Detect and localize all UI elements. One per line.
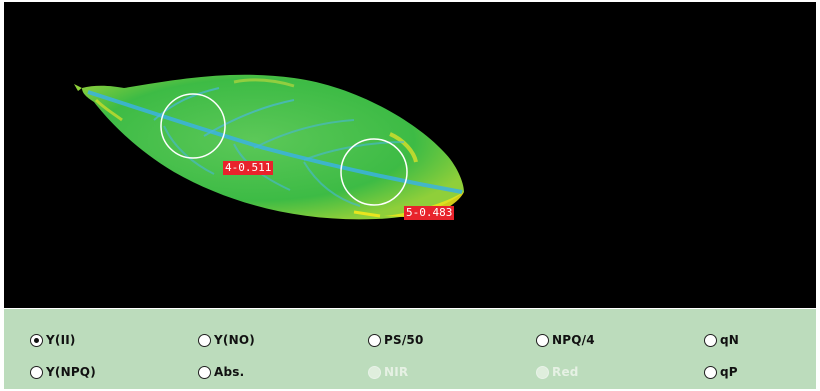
aoi-circle-2[interactable] [340, 138, 408, 206]
radio-label: Abs. [214, 365, 245, 379]
radio-red: Red [536, 362, 579, 382]
radio-button-icon[interactable] [198, 333, 211, 347]
radio-button-icon[interactable] [30, 365, 43, 379]
fluorescence-image-viewer[interactable]: 4-0.511 5-0.483 [4, 2, 816, 308]
leaf-image [74, 74, 464, 220]
leaf-shape [82, 74, 464, 220]
radio-label: NIR [384, 365, 409, 379]
radio-label: Red [552, 365, 579, 379]
parameter-selector-panel: Y(II) Y(NO) PS/50 NPQ/4 qN Y(NPQ) Abs. N… [4, 309, 816, 389]
radio-button-icon [368, 365, 381, 379]
radio-label: Y(NPQ) [46, 365, 96, 379]
radio-y-npq[interactable]: Y(NPQ) [30, 362, 96, 382]
radio-selected-dot [34, 337, 39, 343]
aoi-value-label-1: 4-0.511 [223, 161, 274, 175]
radio-label: qP [720, 365, 738, 379]
radio-abs[interactable]: Abs. [198, 362, 244, 382]
aoi-circle-1[interactable] [160, 93, 226, 159]
radio-label: Y(NO) [214, 333, 255, 347]
radio-qn[interactable]: qN [704, 330, 739, 350]
radio-ps-50[interactable]: PS/50 [368, 330, 424, 350]
radio-y-no[interactable]: Y(NO) [198, 330, 255, 350]
radio-npq-4[interactable]: NPQ/4 [536, 330, 595, 350]
radio-y-ii[interactable]: Y(II) [30, 330, 76, 350]
radio-qp[interactable]: qP [704, 362, 738, 382]
leaf-midrib [87, 90, 463, 194]
radio-label: NPQ/4 [552, 333, 595, 347]
radio-label: Y(II) [46, 333, 76, 347]
aoi-value-label-2: 5-0.483 [404, 206, 455, 220]
radio-button-icon[interactable] [198, 365, 211, 379]
radio-label: qN [720, 333, 740, 347]
radio-label: PS/50 [384, 333, 424, 347]
radio-nir: NIR [368, 362, 408, 382]
radio-button-icon[interactable] [704, 365, 717, 379]
radio-button-icon[interactable] [536, 333, 549, 347]
radio-button-icon[interactable] [368, 333, 381, 347]
radio-button-icon[interactable] [30, 333, 43, 347]
radio-button-icon [536, 365, 549, 379]
radio-button-icon[interactable] [704, 333, 717, 347]
